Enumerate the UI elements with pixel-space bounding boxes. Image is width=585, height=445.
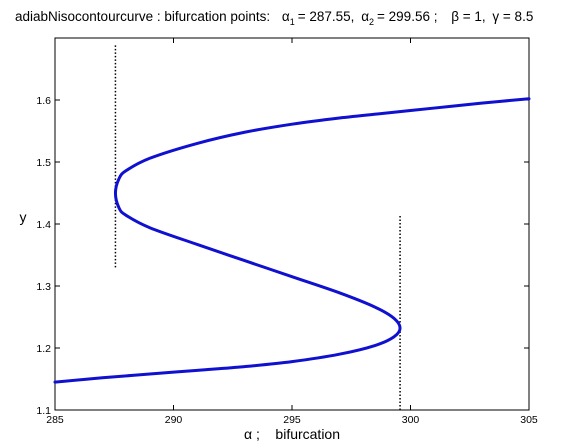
x-tick-label: 290 (165, 414, 183, 426)
series-layer (53, 97, 531, 384)
series-line-1 (53, 97, 531, 384)
axis-ticks: 285 290 295 300 305 1.1 1.2 1.3 1.4 1.5 1.6 (36, 38, 538, 426)
y-tick-label: 1.6 (36, 95, 51, 107)
y-tick-label: 1.2 (36, 343, 51, 355)
y-tick-label: 1.4 (36, 219, 51, 231)
plot-area (54, 37, 530, 411)
chart-title: adiabNisocontourcurve : bifurcation poin… (15, 9, 533, 27)
x-axis-label: α ; bifurcation (244, 426, 340, 442)
x-tick-label: 305 (520, 414, 538, 426)
y-tick-label: 1.1 (36, 405, 51, 417)
x-tick-label: 285 (46, 414, 64, 426)
bifurcation-reference-lines (114, 44, 401, 410)
y-tick-label: 1.5 (36, 157, 51, 169)
x-tick-label: 300 (402, 414, 420, 426)
y-axis-label: y (20, 209, 27, 225)
x-tick-label: 295 (283, 414, 301, 426)
y-tick-label: 1.3 (36, 281, 51, 293)
